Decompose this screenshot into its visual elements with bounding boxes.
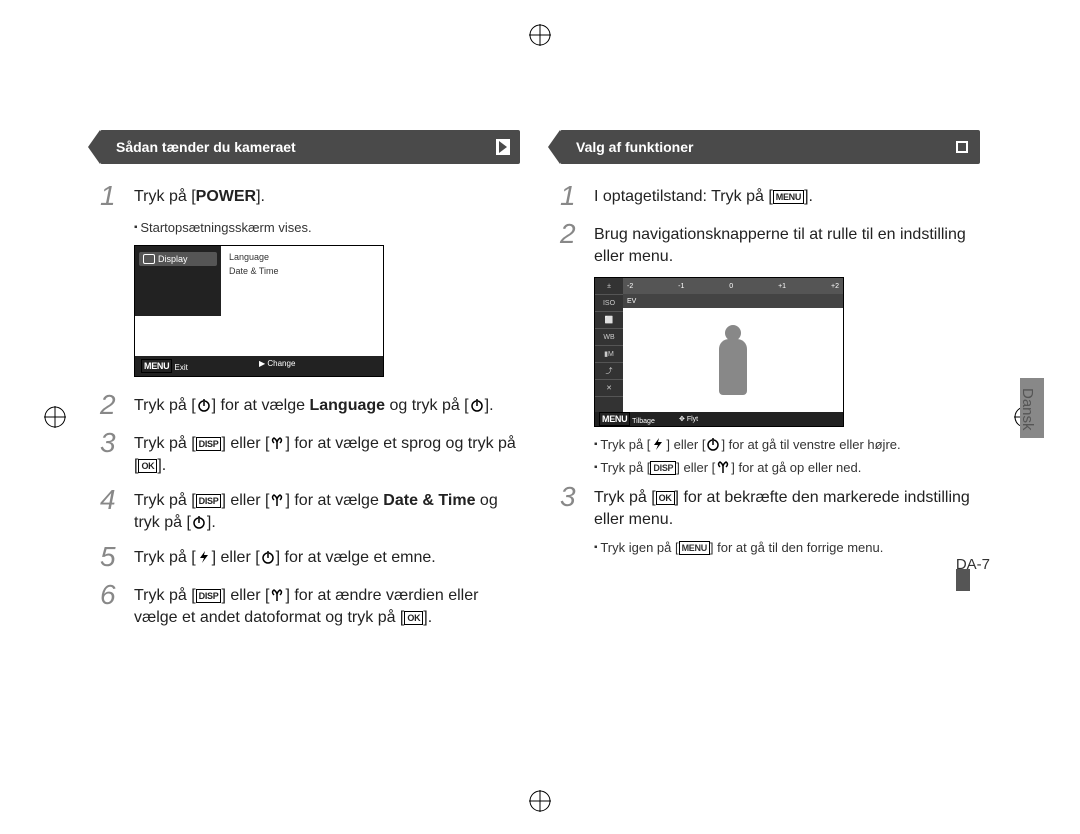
flash-icon xyxy=(196,549,212,563)
step-number: 1 xyxy=(100,182,134,210)
macro-icon xyxy=(269,587,285,601)
timer-icon xyxy=(260,549,276,563)
step-1-text: Tryk på [POWER]. xyxy=(134,182,520,210)
flash-icon xyxy=(650,437,666,451)
r-step-3-text: Tryk på [OK] for at bekræfte den markere… xyxy=(594,483,980,530)
step-number: 1 xyxy=(560,182,594,210)
step-6-text: Tryk på [DISP] eller [] for at ændre vær… xyxy=(134,581,520,628)
step-number: 5 xyxy=(100,543,134,571)
macro-icon xyxy=(269,492,285,506)
lcd-side-icons: ±ISO⬜WB▮M⤴✕ xyxy=(595,278,623,412)
lcd-change: ▶ Change xyxy=(259,359,377,373)
ok-key: OK xyxy=(138,459,157,473)
timer-icon xyxy=(469,397,485,411)
lcd-move: ✥ Flyt xyxy=(679,415,698,423)
step-number: 2 xyxy=(560,220,594,267)
timer-icon xyxy=(196,397,212,411)
step-number: 4 xyxy=(100,486,134,533)
r-step-2-text: Brug navigationsknapperne til at rulle t… xyxy=(594,220,980,267)
lcd-exit: MENU Exit xyxy=(141,359,259,373)
timer-icon xyxy=(191,514,207,528)
banner-title: Sådan tænder du kameraet xyxy=(116,139,296,155)
disp-key: DISP xyxy=(196,437,222,451)
lcd-setup-screen: Display Language Date & Time MENU Exit ▶… xyxy=(134,245,384,377)
step-1-sub: Startopsætningsskærm vises. xyxy=(134,220,520,235)
silhouette-icon xyxy=(713,325,753,395)
timer-icon xyxy=(705,437,721,451)
lcd-ev-label: EV xyxy=(623,294,843,308)
menu-key: MENU xyxy=(773,190,804,204)
step-5-text: Tryk på [] eller [] for at vælge et emne… xyxy=(134,543,520,571)
crop-mark-top xyxy=(529,24,551,46)
page-number-bar xyxy=(956,569,970,591)
step-3-text: Tryk på [DISP] eller [] for at vælge et … xyxy=(134,429,520,476)
lcd-back: MENU Tilbage xyxy=(599,412,679,426)
disp-key: DISP xyxy=(196,589,222,603)
banner-options: Valg af funktioner xyxy=(560,130,980,164)
r-sub-2a: Tryk på [] eller [] for at gå til venstr… xyxy=(594,437,980,452)
step-4-text: Tryk på [DISP] eller [] for at vælge Dat… xyxy=(134,486,520,533)
step-number: 3 xyxy=(100,429,134,476)
lcd-ev-screen: ±ISO⬜WB▮M⤴✕ -2-10+1+2 EV MENU Tilbage ✥ … xyxy=(594,277,844,427)
manual-page: Sådan tænder du kameraet 1 Tryk på [POWE… xyxy=(100,130,980,750)
macro-icon xyxy=(269,435,285,449)
right-column: Valg af funktioner 1 I optagetilstand: T… xyxy=(560,130,980,563)
disp-key: DISP xyxy=(196,494,222,508)
banner-title: Valg af funktioner xyxy=(576,139,693,155)
ok-key: OK xyxy=(404,611,423,625)
disp-key: DISP xyxy=(650,461,676,475)
step-number: 3 xyxy=(560,483,594,530)
step-number: 6 xyxy=(100,581,134,628)
language-tab: Dansk xyxy=(1019,388,1036,431)
lcd-tab-display: Display xyxy=(139,252,217,266)
lcd-item-datetime: Date & Time xyxy=(229,266,375,276)
left-column: Sådan tænder du kameraet 1 Tryk på [POWE… xyxy=(100,130,520,639)
lcd-ev-scale: -2-10+1+2 xyxy=(623,278,843,294)
step-2-text: Tryk på [] for at vælge Language og tryk… xyxy=(134,391,520,419)
crop-mark-bottom xyxy=(529,790,551,812)
lcd-item-language: Language xyxy=(229,252,375,262)
crop-mark-left xyxy=(44,406,66,428)
r-step-1-text: I optagetilstand: Tryk på [MENU]. xyxy=(594,182,980,210)
ok-key: OK xyxy=(656,491,675,505)
menu-key: MENU xyxy=(679,541,710,555)
step-number: 2 xyxy=(100,391,134,419)
banner-power-on: Sådan tænder du kameraet xyxy=(100,130,520,164)
r-sub-2b: Tryk på [DISP] eller [] for at gå op ell… xyxy=(594,460,980,475)
r-sub-3: Tryk igen på [MENU] for at gå til den fo… xyxy=(594,540,980,555)
play-icon xyxy=(496,139,510,155)
macro-icon xyxy=(715,460,731,474)
